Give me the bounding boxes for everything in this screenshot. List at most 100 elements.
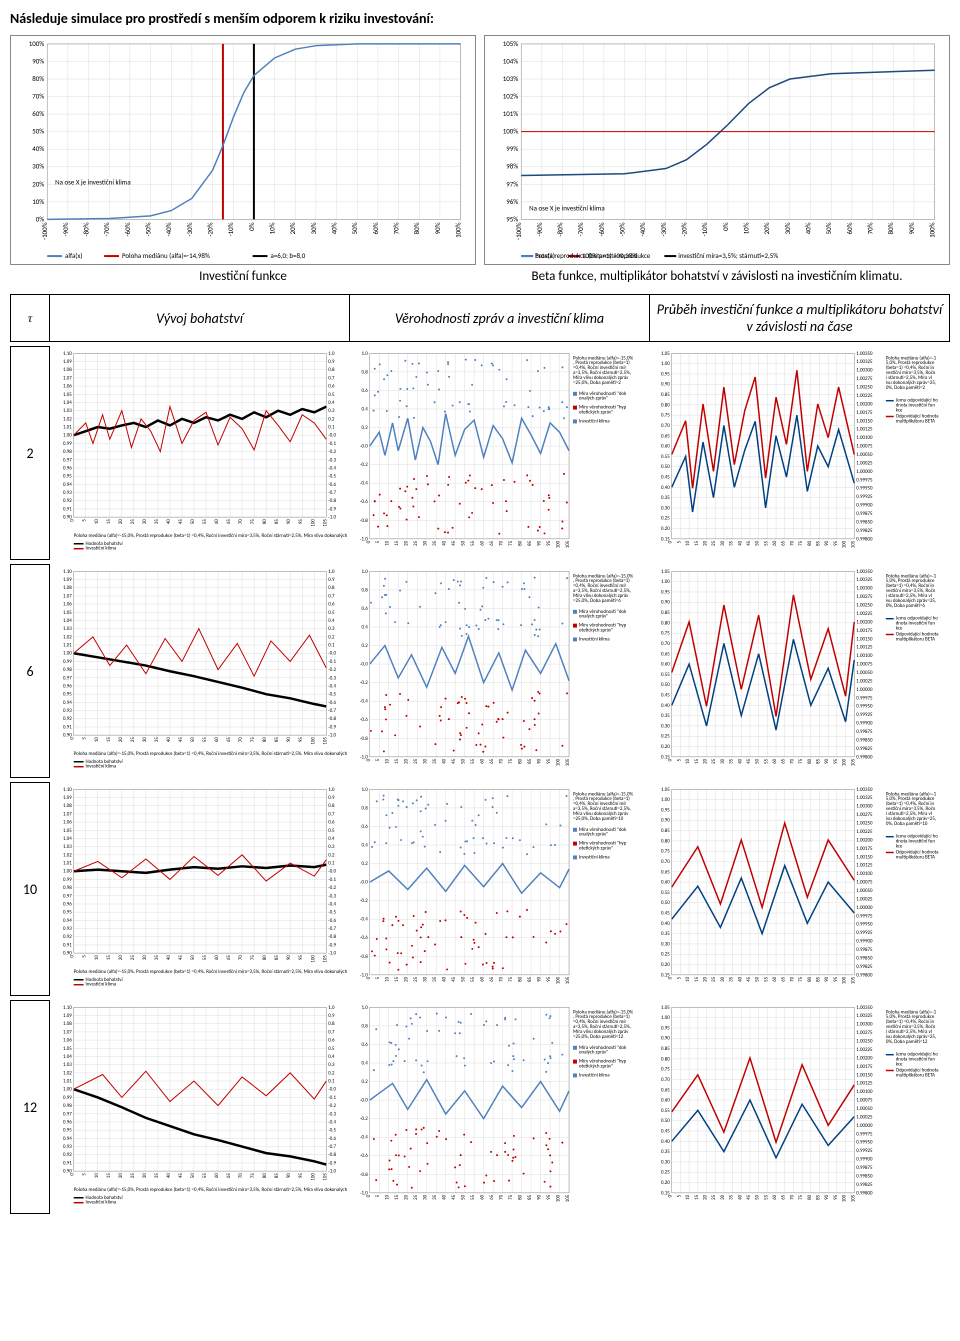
svg-text:1.0: 1.0	[362, 1005, 369, 1011]
svg-text:95: 95	[298, 737, 304, 742]
svg-text:0.4: 0.4	[328, 836, 335, 842]
svg-text:20: 20	[118, 519, 124, 524]
svg-text:-60%: -60%	[597, 222, 606, 236]
svg-text:0.25: 0.25	[661, 1170, 670, 1176]
svg-text:85: 85	[274, 955, 280, 960]
svg-text:95: 95	[298, 1173, 304, 1178]
svg-text:95: 95	[546, 976, 552, 981]
svg-text:1.00100: 1.00100	[856, 653, 873, 659]
svg-text:45: 45	[746, 976, 752, 981]
svg-text:0.45: 0.45	[661, 910, 670, 916]
svg-text:0.40: 0.40	[661, 921, 670, 927]
svg-text:0.90: 0.90	[661, 382, 670, 388]
svg-text:1.02: 1.02	[63, 1070, 72, 1076]
svg-text:0.20: 0.20	[661, 526, 670, 532]
svg-text:100%: 100%	[928, 222, 937, 238]
svg-text:60: 60	[480, 540, 486, 545]
svg-text:1.00175: 1.00175	[856, 846, 873, 852]
svg-text:Na ose X je investiční klima: Na ose X je investiční klima	[529, 204, 605, 213]
svg-text:0.8: 0.8	[362, 587, 369, 593]
svg-text:105: 105	[850, 540, 856, 548]
svg-text:50: 50	[190, 1173, 196, 1178]
svg-text:10: 10	[685, 540, 691, 545]
svg-text:70: 70	[789, 540, 795, 545]
svg-text:70: 70	[499, 1194, 505, 1199]
svg-text:1.00350: 1.00350	[856, 569, 873, 575]
svg-text:0.45: 0.45	[661, 474, 670, 480]
svg-text:Investiční klima: Investiční klima	[579, 418, 610, 424]
svg-text:1.08: 1.08	[63, 1021, 72, 1027]
svg-text:60: 60	[214, 1173, 220, 1178]
svg-text:100: 100	[842, 976, 848, 984]
svg-text:0.2: 0.2	[328, 634, 335, 640]
svg-text:-0.2: -0.2	[328, 667, 336, 673]
svg-text:105: 105	[322, 737, 328, 745]
chart-cred-tau-10: -1.0-0.8-0.6-0.4-0.2-0.00.20.40.60.81.00…	[352, 784, 648, 994]
svg-text:1.00250: 1.00250	[856, 821, 873, 827]
svg-text:1.02: 1.02	[63, 634, 72, 640]
cell-mult: 0.150.200.250.300.350.400.450.500.550.60…	[650, 564, 950, 778]
svg-text:Investiční klima: Investiční klima	[579, 854, 610, 860]
svg-text:multiplikátoru BETA: multiplikátoru BETA	[896, 854, 935, 860]
header-row: τ Vývoj bohatství Věrohodnosti zpráv a i…	[10, 294, 950, 342]
svg-text:0.9: 0.9	[328, 795, 335, 801]
svg-text:1.0: 1.0	[328, 787, 335, 793]
svg-text:0.99950: 0.99950	[856, 486, 873, 492]
chart-wealth-tau-2: 0.900.910.920.930.940.950.960.970.980.99…	[52, 348, 348, 558]
svg-text:0.99975: 0.99975	[856, 477, 873, 483]
svg-text:0.45: 0.45	[661, 692, 670, 698]
svg-text:0%: 0%	[247, 222, 256, 231]
svg-text:1.00025: 1.00025	[856, 896, 873, 902]
svg-text:30: 30	[142, 955, 148, 960]
svg-text:0.93: 0.93	[63, 490, 72, 496]
svg-text:1.00350: 1.00350	[856, 787, 873, 793]
chart-alfa-title: Investiční funkce	[10, 265, 476, 288]
svg-text:40: 40	[442, 540, 448, 545]
svg-text:100%: 100%	[29, 39, 45, 48]
col1-header: Vývoj bohatství	[50, 295, 350, 342]
svg-text:1.00050: 1.00050	[856, 1106, 873, 1112]
svg-text:-0.4: -0.4	[360, 699, 368, 705]
svg-text:15: 15	[106, 737, 112, 742]
svg-text:0.55: 0.55	[661, 1108, 670, 1114]
svg-text:-0.1: -0.1	[328, 441, 336, 447]
svg-text:0.94: 0.94	[63, 1136, 72, 1142]
svg-text:0.99: 0.99	[63, 659, 72, 665]
svg-text:-0.6: -0.6	[328, 700, 336, 706]
svg-text:1.00: 1.00	[63, 869, 72, 875]
svg-text:-60%: -60%	[123, 222, 132, 236]
svg-text:1.04: 1.04	[63, 836, 72, 842]
svg-text:98%: 98%	[506, 162, 518, 171]
svg-text:1.00: 1.00	[661, 797, 670, 803]
svg-text:5: 5	[676, 1194, 682, 1197]
svg-text:0.75: 0.75	[661, 1067, 670, 1073]
svg-text:-0.4: -0.4	[360, 481, 368, 487]
svg-text:45: 45	[178, 519, 184, 524]
svg-text:0.5: 0.5	[328, 828, 335, 834]
svg-text:1.10: 1.10	[63, 787, 72, 793]
svg-text:0.40: 0.40	[661, 1139, 670, 1145]
svg-text:1.03: 1.03	[63, 1062, 72, 1068]
svg-text:45: 45	[451, 540, 457, 545]
svg-text:5: 5	[82, 1173, 88, 1176]
svg-text:40: 40	[442, 976, 448, 981]
svg-text:-0.0: -0.0	[360, 880, 368, 886]
svg-text:15: 15	[106, 519, 112, 524]
chart-wealth-tau-12: 0.900.910.920.930.940.950.960.970.980.99…	[52, 1002, 348, 1212]
tau-header: τ	[10, 295, 50, 342]
svg-text:1.05: 1.05	[661, 1005, 670, 1011]
svg-text:80%: 80%	[412, 222, 421, 234]
svg-text:100: 100	[310, 955, 316, 963]
svg-text:30: 30	[720, 976, 726, 981]
svg-text:20%: 20%	[32, 179, 44, 188]
svg-text:20: 20	[404, 540, 410, 545]
svg-text:0.99925: 0.99925	[856, 1148, 873, 1154]
svg-text:0.99875: 0.99875	[856, 947, 873, 953]
svg-text:-1.0: -1.0	[328, 515, 336, 521]
svg-text:40%: 40%	[330, 222, 339, 234]
svg-text:90: 90	[286, 737, 292, 742]
svg-text:-30%: -30%	[659, 222, 668, 236]
data-row-tau-12: 120.900.910.920.930.940.950.960.970.980.…	[10, 1000, 950, 1214]
svg-text:40: 40	[166, 1173, 172, 1178]
svg-text:0.99975: 0.99975	[856, 1131, 873, 1137]
